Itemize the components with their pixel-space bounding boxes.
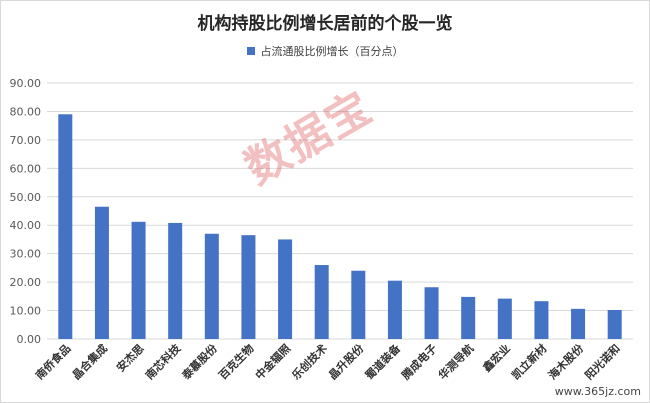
x-tick-label: 百克生物 [216, 341, 257, 382]
x-tick-label: 南侨食品 [32, 341, 73, 382]
x-tick-label: 华测导航 [435, 341, 476, 382]
bar [571, 308, 586, 339]
bar [204, 233, 219, 339]
y-tick-label: 40.00 [10, 219, 42, 232]
y-tick-label: 60.00 [10, 162, 42, 175]
bar [534, 301, 549, 339]
x-tick-label: 蜀道装备 [362, 341, 404, 383]
bar [424, 287, 439, 339]
x-tick-label: 晶升股份 [325, 341, 367, 383]
x-tick-label: 安杰思 [113, 341, 146, 374]
x-tick-label: 海木股份 [545, 341, 587, 383]
bar [241, 235, 256, 339]
x-tick-label: 中金辐照 [252, 341, 293, 382]
y-tick-label: 80.00 [10, 105, 42, 118]
x-tick-label: 阳光诺和 [582, 341, 623, 382]
bar [351, 270, 366, 339]
x-tick-label: 晶合集成 [69, 341, 110, 382]
site-mark: www.365jz.com [554, 385, 641, 398]
chart-title: 机构持股比例增长居前的个股一览 [197, 14, 453, 34]
bar [461, 296, 476, 339]
y-tick-label: 0.00 [17, 333, 42, 346]
y-tick-label: 70.00 [10, 134, 42, 147]
x-tick-label: 腾成电子 [399, 341, 440, 382]
bar [168, 222, 183, 339]
bar [387, 280, 402, 339]
bar [314, 265, 329, 339]
y-tick-label: 50.00 [10, 191, 42, 204]
x-tick-label: 泰慕股份 [178, 341, 220, 383]
y-tick-label: 30.00 [10, 248, 42, 261]
x-tick-label: 鑫宏业 [479, 341, 513, 375]
x-tick-label: 乐创技术 [289, 341, 330, 382]
x-tick-label: 凯立新材 [509, 341, 550, 382]
legend-label: 占流通股比例增长（百分点） [260, 45, 404, 58]
bar [94, 206, 109, 339]
chart-legend: 占流通股比例增长（百分点） [1, 43, 649, 59]
bar [58, 114, 73, 340]
x-tick-label: 南芯科技 [142, 341, 184, 383]
legend-swatch [246, 47, 255, 55]
y-tick-label: 20.00 [10, 276, 42, 289]
bar [278, 239, 293, 339]
bar [607, 309, 622, 339]
bar [131, 221, 146, 339]
y-tick-label: 10.00 [10, 305, 42, 318]
y-tick-label: 90.00 [10, 77, 42, 90]
bar [497, 298, 512, 339]
